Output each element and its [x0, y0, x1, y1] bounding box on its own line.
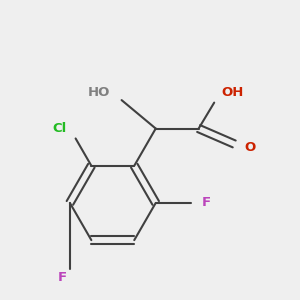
Text: HO: HO [88, 86, 110, 99]
Text: F: F [58, 271, 67, 284]
Text: F: F [202, 196, 211, 209]
Text: OH: OH [221, 86, 244, 99]
Text: O: O [244, 141, 256, 154]
Text: Cl: Cl [53, 122, 67, 135]
